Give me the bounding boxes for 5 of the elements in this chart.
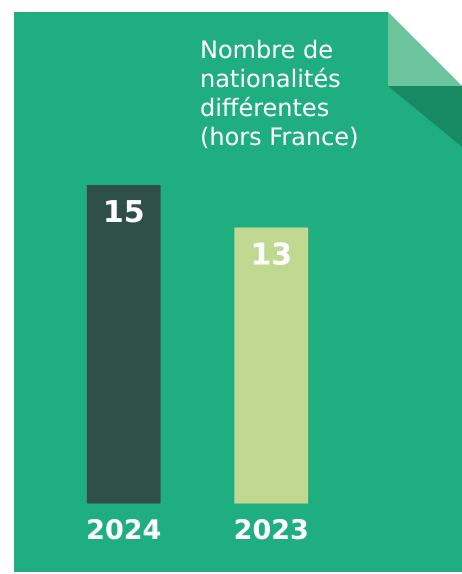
chart-title: Nombre de nationalités différentes (hors France) (200, 36, 360, 152)
x-tick-label: 2023 (234, 514, 309, 546)
x-tick-label: 2024 (86, 514, 162, 546)
data-label: 13 (250, 237, 292, 272)
data-label: 15 (102, 194, 145, 230)
